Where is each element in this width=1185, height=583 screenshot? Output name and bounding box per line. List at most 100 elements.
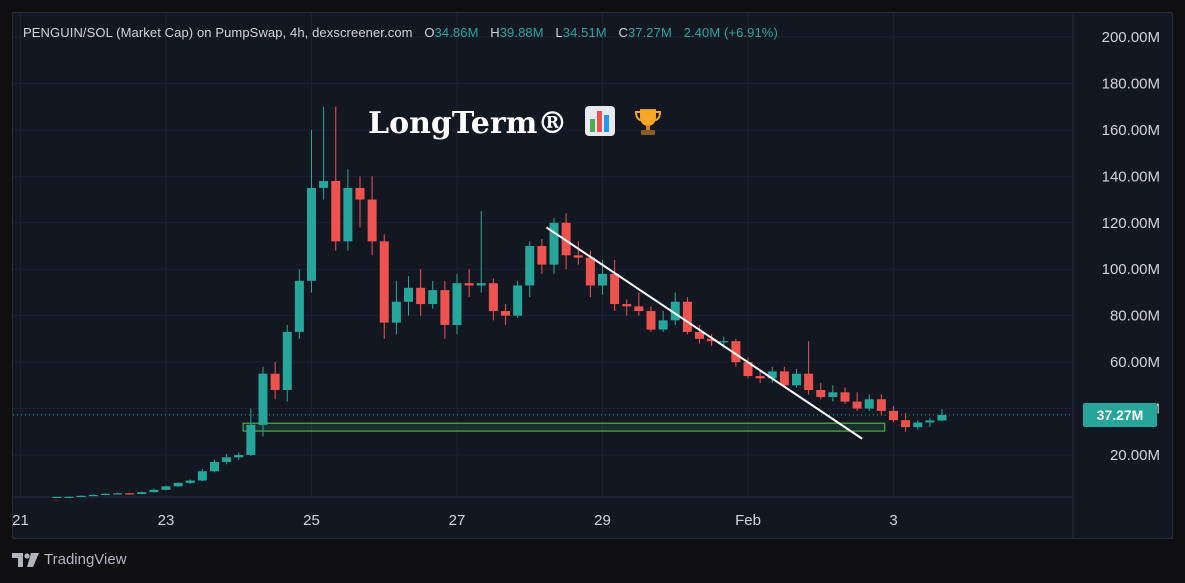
candle-down: [755, 371, 765, 384]
candle-body: [428, 290, 438, 305]
candle-up: [658, 311, 668, 332]
last-price-tag: 37.27M: [1083, 402, 1157, 427]
candle-down: [731, 338, 741, 367]
candle-down: [622, 299, 632, 316]
x-tick-label: 25: [303, 512, 320, 529]
candle-body: [828, 392, 838, 397]
candle-body: [561, 222, 571, 256]
candle-body: [367, 199, 377, 242]
candle-body: [537, 246, 547, 265]
trophy-icon: [632, 105, 664, 145]
y-tick-label: 140.00M: [1102, 168, 1160, 185]
candle-body: [634, 306, 644, 312]
candle-body: [222, 457, 232, 462]
candle-body: [185, 480, 195, 483]
candle-up: [258, 366, 268, 437]
candle-body: [440, 290, 450, 325]
candlestick-chart[interactable]: 20.00M40.00M60.00M80.00M100.00M120.00M14…: [13, 13, 1172, 538]
candle-body: [404, 287, 413, 302]
candle-body: [598, 273, 607, 286]
candle-body: [719, 341, 729, 343]
candle-down: [889, 406, 898, 423]
candle-down: [743, 357, 753, 379]
candle-down: [125, 493, 135, 495]
candle-down: [585, 250, 595, 298]
candle-down: [488, 278, 498, 321]
candle-body: [864, 399, 874, 409]
candle-body: [610, 273, 620, 305]
candle-body: [876, 399, 886, 411]
candle-up: [670, 292, 680, 325]
candle-down: [270, 362, 280, 400]
candle-up: [88, 494, 98, 497]
chart-panel[interactable]: 20.00M40.00M60.00M80.00M100.00M120.00M14…: [12, 12, 1173, 539]
candle-down: [682, 297, 692, 335]
candle-body: [513, 285, 523, 316]
candle-body: [331, 180, 341, 242]
candle-body: [197, 471, 207, 481]
y-tick-label: 60.00M: [1110, 354, 1160, 371]
candles-layer: [52, 106, 947, 498]
candle-down: [416, 269, 426, 316]
candle-body: [149, 489, 159, 493]
candle-body: [270, 373, 280, 390]
symbol-label: PENGUIN/SOL (Market Cap) on PumpSwap, 4h…: [23, 25, 413, 40]
candle-body: [294, 280, 304, 332]
price-axis[interactable]: 20.00M40.00M60.00M80.00M100.00M120.00M14…: [1102, 29, 1160, 464]
candle-down: [646, 306, 656, 332]
candle-up: [76, 495, 86, 498]
candle-body: [258, 373, 268, 425]
candle-body: [76, 495, 86, 498]
candle-down: [634, 292, 644, 316]
candle-body: [210, 461, 219, 472]
candle-body: [755, 376, 765, 379]
candle-body: [161, 486, 171, 490]
candle-up: [113, 492, 122, 495]
candle-down: [610, 259, 620, 312]
x-tick-label: 23: [158, 512, 175, 529]
candle-up: [404, 276, 413, 316]
chart-legend: PENGUIN/SOL (Market Cap) on PumpSwap, 4h…: [23, 25, 778, 40]
candle-down: [367, 176, 377, 256]
watermark-text: LongTerm®: [368, 106, 568, 141]
candle-body: [343, 187, 353, 242]
candle-down: [695, 324, 704, 344]
y-tick-label: 120.00M: [1102, 215, 1160, 232]
candle-up: [549, 218, 559, 274]
candle-up: [137, 491, 147, 495]
candle-body: [792, 373, 801, 386]
candle-body: [307, 187, 316, 281]
candle-up: [210, 459, 219, 473]
candle-body: [476, 283, 486, 286]
candle-body: [488, 283, 498, 312]
change-value: 2.40M (+6.91%): [683, 25, 778, 40]
tradingview-branding[interactable]: TradingView: [12, 551, 127, 568]
candle-down: [901, 413, 911, 432]
support-zone-layer: [242, 422, 886, 432]
candle-body: [622, 304, 632, 307]
candle-up: [864, 394, 874, 411]
time-axis[interactable]: 21 23 25 27 29 Feb 3: [13, 512, 898, 529]
candle-body: [731, 341, 741, 363]
y-tick-label: 180.00M: [1102, 75, 1160, 92]
candle-up: [319, 106, 329, 200]
candle-up: [428, 280, 438, 309]
candle-up: [452, 273, 462, 335]
candle-up: [476, 211, 486, 293]
candle-body: [125, 493, 135, 495]
candle-body: [682, 301, 692, 332]
candle-up: [149, 488, 159, 493]
candle-body: [379, 241, 389, 323]
candle-body: [937, 414, 947, 421]
high-value: 39.88M: [499, 25, 544, 40]
open-key: O: [424, 25, 435, 40]
candle-body: [173, 482, 183, 487]
candle-up: [828, 385, 838, 402]
candle-down: [840, 387, 850, 404]
candle-up: [767, 366, 777, 384]
candle-up: [294, 269, 304, 339]
candle-body: [767, 371, 777, 379]
candle-body: [585, 257, 595, 286]
y-tick-label: 20.00M: [1110, 447, 1160, 464]
candle-up: [52, 496, 62, 498]
